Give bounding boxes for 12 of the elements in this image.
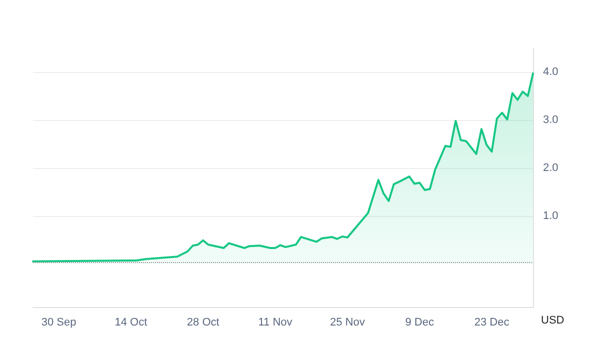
y-axis-title: USD — [541, 314, 564, 326]
x-tick-label: 28 Oct — [186, 316, 220, 328]
x-tick-label: 11 Nov — [258, 316, 293, 328]
x-tick-label: 9 Dec — [405, 316, 434, 328]
x-tick-label: 14 Oct — [114, 316, 148, 328]
y-tick-label: 3.0 — [543, 114, 558, 126]
x-tick-label: 25 Nov — [330, 316, 366, 328]
y-tick-label: 1.0 — [543, 210, 558, 222]
x-tick-label: 30 Sep — [41, 316, 76, 328]
y-tick-label: 4.0 — [543, 66, 558, 78]
x-tick-label: 23 Dec — [474, 316, 510, 328]
y-tick-label: 2.0 — [543, 162, 558, 174]
